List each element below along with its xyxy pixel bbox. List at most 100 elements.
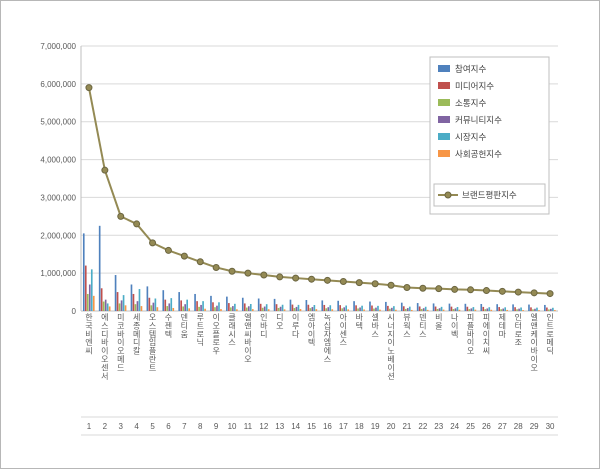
- line-marker: [339, 277, 347, 285]
- legend-swatch-communication: [438, 99, 450, 106]
- bar-participation: [369, 301, 371, 311]
- rank-label: 12: [259, 422, 268, 431]
- rank-label: 8: [198, 422, 203, 431]
- bar-communication: [261, 307, 264, 311]
- bar-market: [536, 307, 538, 311]
- rank-label: 10: [228, 422, 237, 431]
- bar-media: [275, 304, 278, 311]
- bar-market: [202, 301, 204, 311]
- bar-social: [315, 309, 318, 311]
- bar-participation: [98, 225, 101, 311]
- bar-market: [520, 307, 522, 311]
- bar-social: [522, 310, 524, 311]
- bar-social: [236, 309, 238, 311]
- bar-social: [426, 309, 429, 311]
- bar-social: [188, 308, 190, 311]
- bar-participation: [194, 293, 196, 311]
- bar-media: [116, 292, 119, 311]
- bar-media: [291, 304, 294, 311]
- y-tick-label: 6,000,000: [40, 80, 76, 89]
- bar-participation: [226, 296, 228, 311]
- bar-community: [104, 299, 107, 311]
- bar-participation: [528, 304, 530, 311]
- bar-market: [265, 304, 268, 311]
- bar-community: [550, 308, 552, 311]
- bar-communication: [420, 308, 423, 311]
- bar-participation: [544, 304, 546, 311]
- bar-communication: [230, 307, 232, 311]
- rank-label: 7: [182, 422, 187, 431]
- line-marker: [467, 286, 475, 294]
- bar-participation: [464, 303, 467, 311]
- rank-label: 25: [466, 422, 475, 431]
- bar-media: [482, 306, 485, 311]
- bar-media: [100, 288, 103, 311]
- bar-market: [504, 307, 506, 311]
- line-marker: [244, 269, 252, 277]
- bar-participation: [448, 303, 451, 311]
- bar-communication: [245, 307, 248, 311]
- bar-participation: [337, 300, 339, 311]
- bar-communication: [166, 306, 169, 311]
- line-marker: [419, 284, 427, 292]
- bar-market: [552, 307, 554, 311]
- bar-community: [518, 308, 520, 311]
- bar-participation: [385, 301, 387, 311]
- rank-label: 27: [498, 422, 507, 431]
- bar-market: [297, 304, 300, 311]
- line-marker: [276, 273, 284, 281]
- rank-label: 15: [307, 422, 316, 431]
- bar-community: [120, 300, 123, 311]
- bar-community: [263, 306, 266, 311]
- bar-participation: [257, 298, 260, 311]
- bar-participation: [210, 295, 212, 311]
- y-tick-label: 0: [72, 307, 77, 316]
- bar-communication: [182, 306, 184, 311]
- legend-label-communication: 소통지수: [455, 98, 486, 108]
- bar-social: [442, 309, 445, 311]
- bar-market: [234, 303, 236, 311]
- bar-media: [450, 306, 453, 311]
- bar-social: [204, 308, 206, 311]
- bar-community: [486, 308, 489, 311]
- bar-community: [406, 308, 409, 311]
- bar-market: [106, 303, 109, 311]
- bar-social: [474, 309, 477, 311]
- bar-social: [506, 309, 508, 311]
- rank-label: 4: [134, 422, 139, 431]
- line-marker: [196, 258, 204, 266]
- line-marker: [435, 285, 443, 293]
- bar-community: [88, 284, 91, 311]
- legend-label-social: 사회공헌지수: [455, 149, 502, 159]
- bar-communication: [436, 308, 439, 311]
- bar-media: [196, 301, 198, 311]
- bar-social: [124, 305, 127, 311]
- bar-social: [251, 309, 254, 311]
- bar-communication: [468, 309, 471, 311]
- bar-participation: [114, 275, 117, 311]
- bar-media: [466, 306, 469, 311]
- line-marker: [212, 263, 220, 271]
- bar-market: [170, 298, 173, 311]
- rank-label: 21: [402, 422, 411, 431]
- line-marker: [514, 288, 522, 296]
- bar-communication: [500, 309, 502, 311]
- bar-community: [136, 301, 139, 311]
- bar-market: [440, 306, 443, 311]
- y-tick-label: 4,000,000: [40, 156, 76, 165]
- bar-community: [311, 307, 314, 311]
- bar-participation: [432, 303, 435, 311]
- bar-media: [212, 302, 214, 311]
- rank-label: 16: [323, 422, 332, 431]
- bar-social: [554, 310, 556, 311]
- line-marker: [85, 84, 93, 92]
- bar-community: [327, 307, 330, 311]
- bar-community: [152, 302, 155, 311]
